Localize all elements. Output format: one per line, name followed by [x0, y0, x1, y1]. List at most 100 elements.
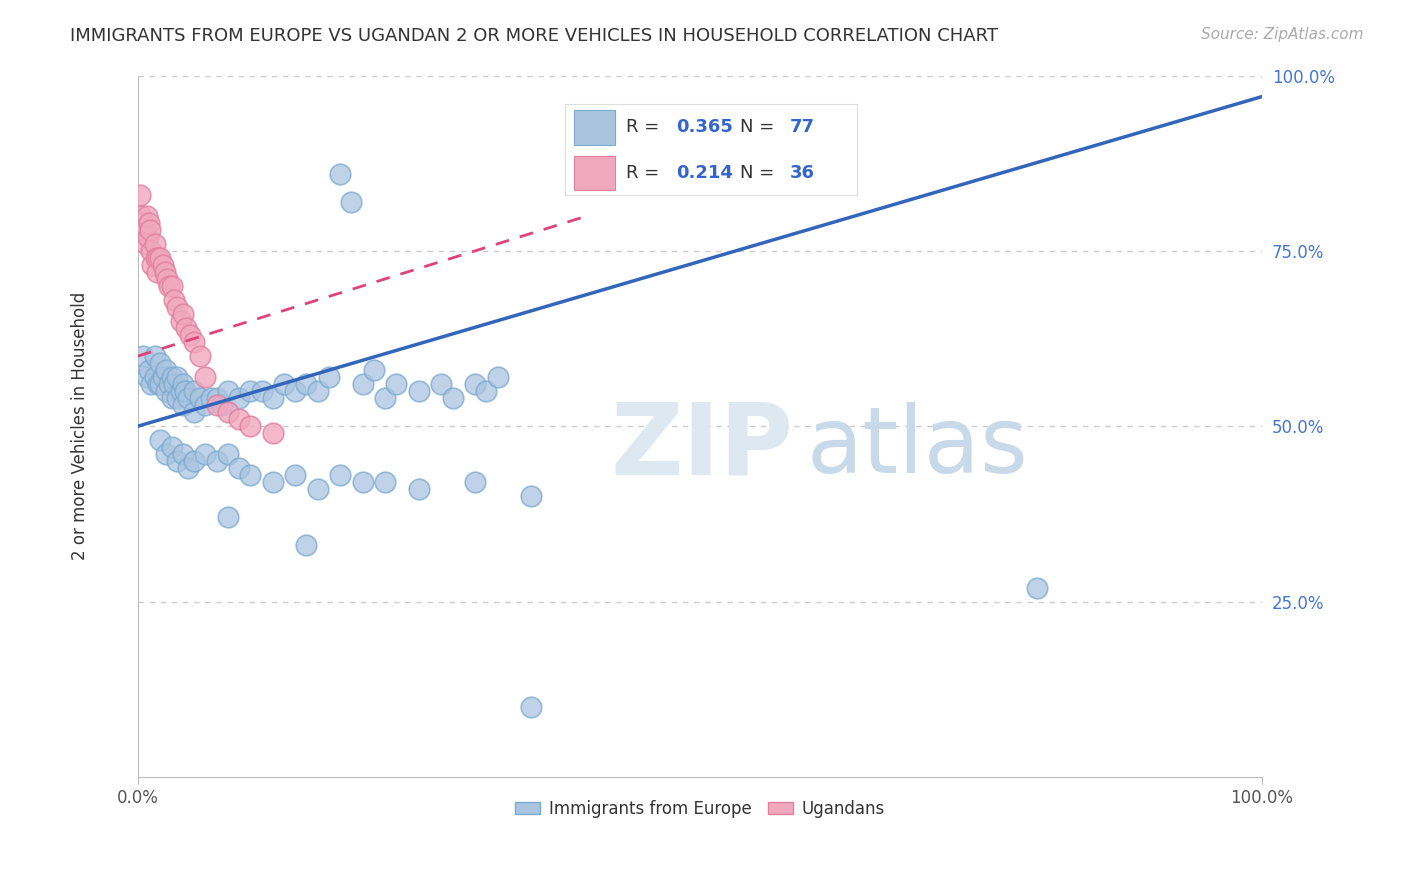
Point	[284, 468, 307, 483]
Point	[172, 307, 194, 321]
Point	[172, 377, 194, 392]
Text: ZIP: ZIP	[610, 399, 793, 496]
Point	[205, 391, 228, 405]
Point	[174, 321, 197, 335]
Point	[172, 398, 194, 412]
Point	[273, 377, 295, 392]
Point	[228, 391, 250, 405]
Point	[352, 377, 374, 392]
Point	[217, 447, 239, 461]
Point	[441, 391, 464, 405]
Point	[141, 258, 163, 272]
Point	[205, 454, 228, 468]
Point	[284, 384, 307, 398]
Point	[363, 363, 385, 377]
Point	[211, 398, 233, 412]
Point	[135, 236, 157, 251]
Point	[163, 293, 186, 307]
Point	[262, 475, 284, 490]
Point	[132, 216, 155, 230]
Point	[430, 377, 453, 392]
Point	[135, 209, 157, 223]
Point	[152, 370, 174, 384]
Point	[329, 167, 352, 181]
Point	[174, 384, 197, 398]
Text: IMMIGRANTS FROM EUROPE VS UGANDAN 2 OR MORE VEHICLES IN HOUSEHOLD CORRELATION CH: IMMIGRANTS FROM EUROPE VS UGANDAN 2 OR M…	[70, 27, 998, 45]
Point	[132, 349, 155, 363]
Text: Source: ZipAtlas.com: Source: ZipAtlas.com	[1201, 27, 1364, 42]
Point	[143, 349, 166, 363]
Point	[352, 475, 374, 490]
Point	[152, 258, 174, 272]
Point	[408, 483, 430, 497]
Point	[464, 377, 486, 392]
Point	[155, 363, 177, 377]
Point	[239, 468, 262, 483]
Point	[520, 489, 543, 503]
Point	[385, 377, 408, 392]
Point	[475, 384, 498, 398]
Point	[160, 370, 183, 384]
Point	[200, 391, 222, 405]
Point	[464, 475, 486, 490]
Point	[155, 384, 177, 398]
Point	[179, 328, 201, 343]
Point	[183, 384, 205, 398]
Point	[374, 391, 396, 405]
Point	[217, 510, 239, 524]
Point	[374, 475, 396, 490]
Point	[143, 370, 166, 384]
Point	[157, 377, 180, 392]
Point	[156, 272, 179, 286]
Point	[250, 384, 273, 398]
Text: atlas: atlas	[807, 402, 1029, 492]
Point	[166, 300, 188, 314]
Point	[177, 391, 200, 405]
Point	[160, 440, 183, 454]
Point	[160, 391, 183, 405]
Point	[135, 370, 157, 384]
Point	[1026, 581, 1049, 595]
Point	[149, 377, 172, 392]
Point	[228, 412, 250, 426]
Point	[138, 363, 160, 377]
Point	[136, 230, 159, 244]
Point	[318, 370, 340, 384]
Point	[166, 391, 188, 405]
Point	[166, 454, 188, 468]
Point	[169, 384, 191, 398]
Point	[295, 538, 318, 552]
Point	[194, 370, 217, 384]
Point	[149, 434, 172, 448]
Point	[340, 194, 363, 209]
Point	[157, 279, 180, 293]
Point	[329, 468, 352, 483]
Point	[141, 377, 163, 392]
Point	[177, 461, 200, 475]
Point	[239, 384, 262, 398]
Point	[183, 334, 205, 349]
Point	[129, 209, 152, 223]
Point	[307, 384, 329, 398]
Point	[183, 405, 205, 419]
Point	[141, 244, 163, 258]
Point	[146, 251, 169, 265]
Point	[188, 349, 211, 363]
Point	[146, 377, 169, 392]
Point	[520, 699, 543, 714]
Point	[307, 483, 329, 497]
Point	[163, 377, 186, 392]
Point	[217, 384, 239, 398]
Point	[149, 356, 172, 370]
Point	[239, 419, 262, 434]
Point	[172, 447, 194, 461]
Legend: Immigrants from Europe, Ugandans: Immigrants from Europe, Ugandans	[509, 793, 891, 824]
Point	[146, 265, 169, 279]
Point	[153, 265, 176, 279]
Point	[134, 223, 156, 237]
Point	[160, 279, 183, 293]
Point	[183, 454, 205, 468]
Point	[486, 370, 509, 384]
Y-axis label: 2 or more Vehicles in Household: 2 or more Vehicles in Household	[72, 292, 89, 560]
Point	[205, 398, 228, 412]
